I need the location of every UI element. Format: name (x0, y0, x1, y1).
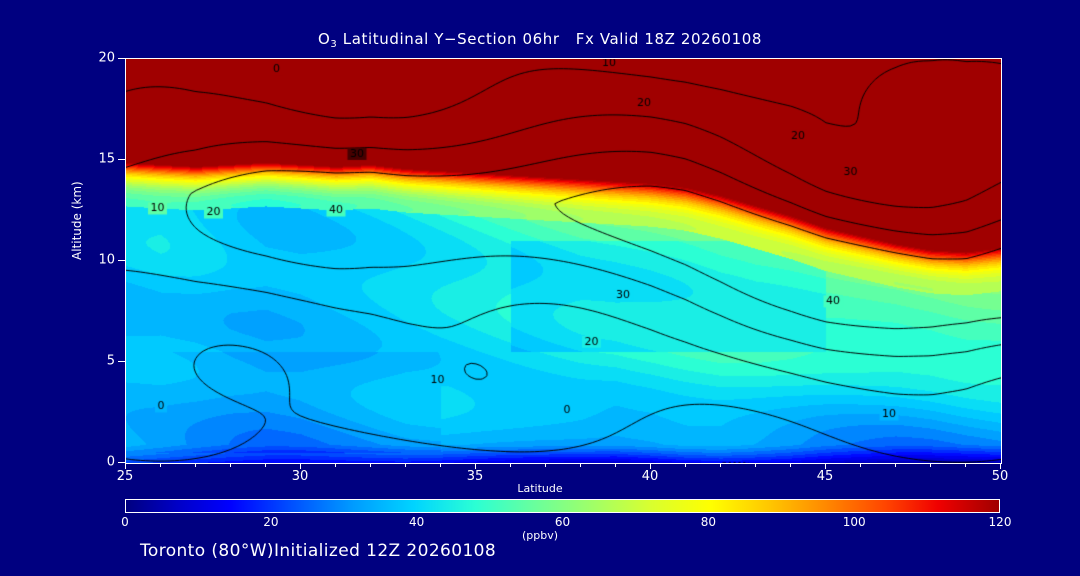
y-tick-mark (118, 361, 126, 362)
x-minor-tick-mark (265, 463, 266, 467)
figure-title-subscript: 3 (330, 39, 338, 50)
colorbar-container: 0 20 40 60 80 100 120 (121, 499, 1011, 529)
x-minor-tick-mark (930, 463, 931, 467)
y-tick-mark (118, 159, 126, 160)
x-tick-label: 50 (991, 469, 1009, 484)
colorbar-tick-label: 100 (842, 515, 866, 529)
y-tick-mark (118, 260, 126, 261)
y-tick-mark (118, 462, 126, 463)
cross-section-plot (125, 58, 1002, 464)
x-minor-tick-mark (195, 463, 196, 467)
y-axis-label: Altitude (km) (70, 181, 84, 260)
x-minor-tick-mark (125, 463, 126, 469)
y-tick-label: 10 (98, 252, 115, 268)
x-tick-label: 45 (816, 469, 834, 484)
x-minor-tick-mark (580, 463, 581, 467)
x-minor-tick-mark (965, 463, 966, 467)
colorbar-tick-label: 20 (263, 515, 279, 529)
x-tick-label: 25 (116, 469, 134, 484)
x-minor-tick-mark (895, 463, 896, 467)
x-minor-tick-mark (510, 463, 511, 467)
x-minor-tick-mark (475, 463, 476, 469)
x-tick-label: 30 (291, 469, 309, 484)
colorbar-tick-label: 60 (554, 515, 571, 529)
x-minor-tick-mark (545, 463, 546, 467)
x-minor-tick-mark (440, 463, 441, 467)
figure-title-species: O (317, 30, 331, 48)
x-minor-tick-mark (370, 463, 371, 467)
ozone-heatmap-canvas (126, 59, 1001, 463)
x-minor-tick-mark (755, 463, 756, 467)
colorbar-tick-label: 80 (700, 515, 716, 529)
x-minor-tick-mark (160, 463, 161, 467)
x-minor-tick-mark (335, 463, 336, 467)
x-minor-tick-mark (825, 463, 826, 469)
x-minor-tick-mark (790, 463, 791, 467)
x-minor-tick-mark (860, 463, 861, 467)
colorbar-tick-label: 40 (409, 515, 425, 529)
x-minor-tick-mark (615, 463, 616, 467)
figure-title: O3 Latitudinal Y−Section 06hr Fx Valid 1… (0, 30, 1080, 50)
y-tick-label: 15 (98, 151, 115, 167)
x-minor-tick-mark (720, 463, 721, 467)
colorbar-tick-label: 120 (988, 515, 1012, 529)
figure-footer: Toronto (80°W)Initialized 12Z 20260108 (140, 541, 497, 561)
y-tick-mark (118, 58, 126, 59)
x-minor-tick-mark (300, 463, 301, 469)
x-minor-tick-mark (230, 463, 231, 467)
x-minor-tick-mark (650, 463, 651, 469)
x-axis-label: Latitude (517, 482, 563, 495)
x-minor-tick-mark (405, 463, 406, 467)
colorbar-units-label: (ppbv) (521, 529, 559, 542)
colorbar-gradient (125, 499, 1000, 513)
y-tick-label: 20 (98, 50, 115, 66)
y-tick-label: 5 (106, 353, 115, 369)
figure-title-text: Latitudinal Y−Section 06hr Fx Valid 18Z … (337, 30, 763, 48)
x-tick-label: 40 (641, 469, 659, 484)
x-minor-tick-mark (685, 463, 686, 467)
colorbar-tick-label: 0 (121, 515, 129, 529)
x-tick-label: 35 (466, 469, 484, 484)
x-minor-tick-mark (1000, 463, 1001, 469)
y-tick-label: 0 (106, 454, 115, 470)
